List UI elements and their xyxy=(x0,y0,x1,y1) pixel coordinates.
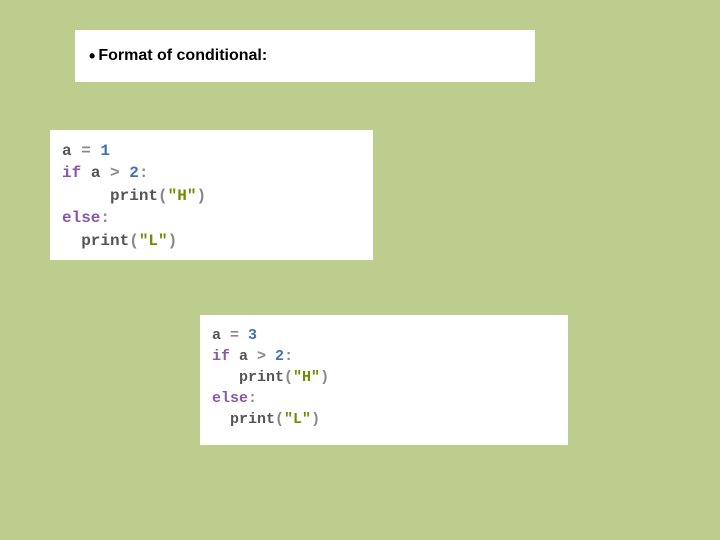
header-title: Format of conditional: xyxy=(98,47,267,65)
header-box: • Format of conditional: xyxy=(75,30,535,82)
code-token: a xyxy=(62,142,81,160)
code-line: print("H") xyxy=(212,367,556,388)
code-line: print("L") xyxy=(212,409,556,430)
code-block-1: a = 1if a > 2: print("H")else: print("L"… xyxy=(50,130,373,260)
code-token: "L" xyxy=(284,411,311,428)
code-token: ( xyxy=(284,369,293,386)
code-token: : xyxy=(284,348,293,365)
code-token: if xyxy=(62,164,91,182)
code-token: : xyxy=(139,164,149,182)
code-line: a = 1 xyxy=(62,140,361,162)
code-token: else xyxy=(62,209,100,227)
code-token: 2 xyxy=(275,348,284,365)
code-token: print xyxy=(230,411,275,428)
code-token: "L" xyxy=(139,232,168,250)
code-token: = xyxy=(230,327,248,344)
code-token: print xyxy=(110,187,158,205)
code-token: print xyxy=(239,369,284,386)
code-line: print("H") xyxy=(62,185,361,207)
code-token: : xyxy=(100,209,110,227)
code-token: a xyxy=(239,348,257,365)
code-line: a = 3 xyxy=(212,325,556,346)
code-line: if a > 2: xyxy=(212,346,556,367)
code-line: if a > 2: xyxy=(62,162,361,184)
code-token: ) xyxy=(168,232,178,250)
code-token: a xyxy=(212,327,230,344)
code-token: "H" xyxy=(293,369,320,386)
code-token: ( xyxy=(275,411,284,428)
code-line: print("L") xyxy=(62,230,361,252)
code-token: > xyxy=(110,164,129,182)
code-token: else xyxy=(212,390,248,407)
code-token: print xyxy=(81,232,129,250)
code-token: ) xyxy=(320,369,329,386)
code-block-2: a = 3if a > 2: print("H")else: print("L"… xyxy=(200,315,568,445)
code-token: = xyxy=(81,142,100,160)
code-token: 1 xyxy=(100,142,110,160)
code-token: ( xyxy=(129,232,139,250)
bullet-icon: • xyxy=(89,46,95,67)
code-token: a xyxy=(91,164,110,182)
code-token: : xyxy=(248,390,257,407)
code-line: else: xyxy=(212,388,556,409)
code-token: ) xyxy=(196,187,206,205)
code-token: if xyxy=(212,348,239,365)
code-token: 3 xyxy=(248,327,257,344)
code-token: 2 xyxy=(129,164,139,182)
code-token: ) xyxy=(311,411,320,428)
code-token: "H" xyxy=(168,187,197,205)
code-token: ( xyxy=(158,187,168,205)
code-token: > xyxy=(257,348,275,365)
code-line: else: xyxy=(62,207,361,229)
